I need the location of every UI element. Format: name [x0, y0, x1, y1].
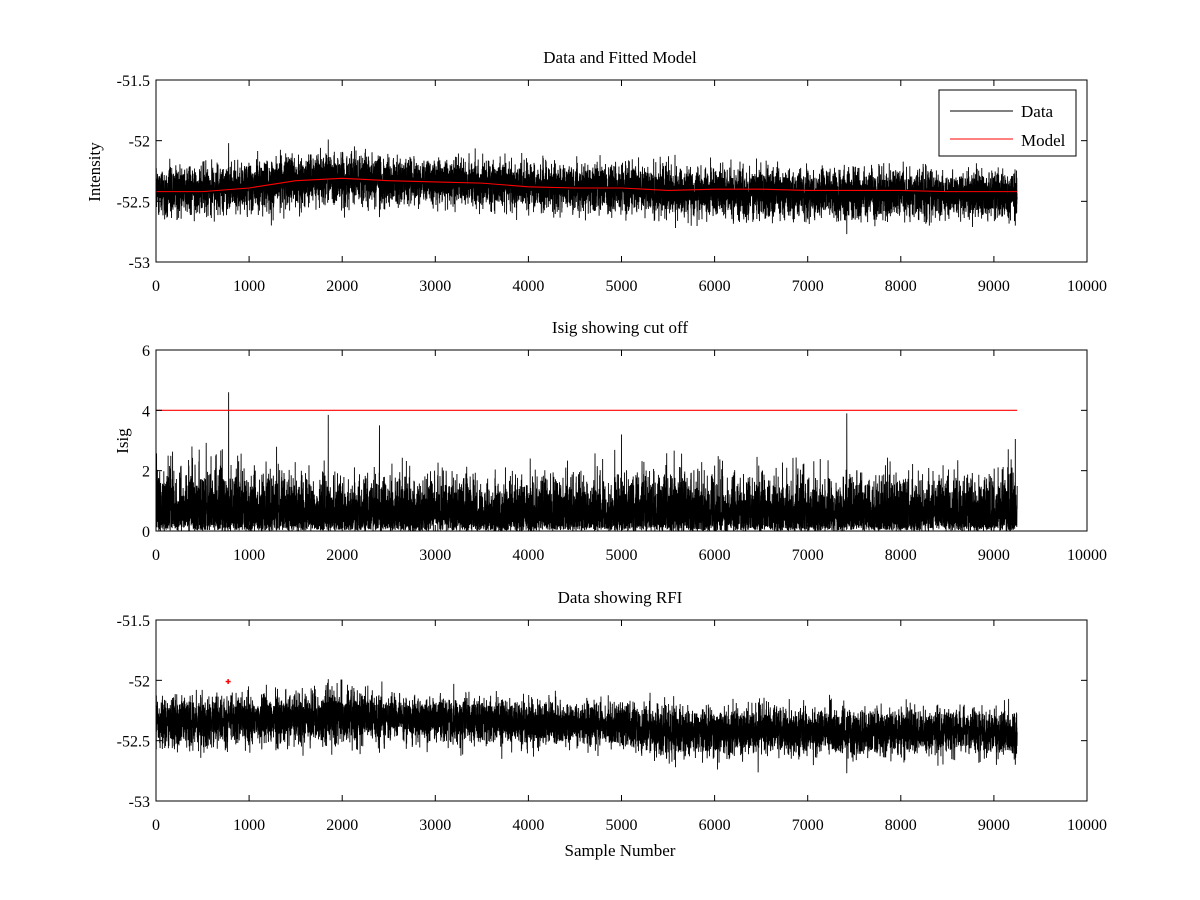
- y-tick-label: -53: [129, 794, 150, 811]
- x-tick-label: 4000: [512, 547, 544, 564]
- x-tick-label: 8000: [885, 547, 917, 564]
- y-tick-label: -51.5: [117, 613, 150, 630]
- x-tick-label: 2000: [326, 278, 358, 295]
- plot-area: [156, 392, 1018, 531]
- x-tick-label: 10000: [1067, 547, 1107, 564]
- x-tick-label: 6000: [699, 817, 731, 834]
- y-tick-label: -52: [129, 673, 150, 690]
- x-tick-label: 0: [152, 547, 160, 564]
- y-axis-label: Intensity: [85, 142, 104, 202]
- x-tick-label: 8000: [885, 817, 917, 834]
- panel-isig-showing-cut-off: Isig showing cut off Isig 0 1000 2000 3000 4…: [113, 318, 1107, 564]
- x-tick-label: 7000: [792, 547, 824, 564]
- legend: Data Model: [938, 89, 1077, 157]
- legend-label-data: Data: [1021, 102, 1054, 121]
- rfi-point: [225, 679, 231, 685]
- axes: 0 1000 2000 3000 4000 5000 6000 7000 8000 9000 100…: [117, 73, 1107, 295]
- y-tick-label: -52: [129, 134, 150, 151]
- x-tick-label: 5000: [606, 547, 638, 564]
- x-tick-label: 5000: [606, 817, 638, 834]
- series-model-line: [156, 177, 1018, 193]
- chart-title: Isig showing cut off: [552, 318, 688, 337]
- x-tick-label: 9000: [978, 547, 1010, 564]
- y-tick-label: 6: [142, 343, 150, 360]
- x-tick-label: 9000: [978, 817, 1010, 834]
- x-tick-label: 7000: [792, 278, 824, 295]
- y-axis-label: Isig: [113, 428, 132, 454]
- x-tick-label: 6000: [699, 278, 731, 295]
- y-tick-label: 0: [142, 524, 150, 541]
- axes: 0 1000 2000 3000 4000 5000 6000 7000 8000 9000 100…: [117, 613, 1107, 834]
- y-tick-label: 4: [142, 403, 150, 420]
- x-tick-label: 3000: [419, 547, 451, 564]
- x-axis-label: Sample Number: [565, 841, 676, 860]
- chart-title: Data showing RFI: [558, 588, 683, 607]
- y-tick-label: -52.5: [117, 194, 150, 211]
- x-tick-label: 2000: [326, 547, 358, 564]
- x-tick-label: 4000: [512, 278, 544, 295]
- x-tick-label: 5000: [606, 278, 638, 295]
- x-tick-label: 10000: [1067, 817, 1107, 834]
- y-tick-label: 2: [142, 464, 150, 481]
- x-tick-label: 9000: [978, 278, 1010, 295]
- x-tick-label: 7000: [792, 817, 824, 834]
- plot-area: [156, 679, 1018, 774]
- chart-title: Data and Fitted Model: [543, 48, 697, 67]
- x-tick-label: 1000: [233, 817, 265, 834]
- y-tick-label: -52.5: [117, 734, 150, 751]
- x-tick-label: 4000: [512, 817, 544, 834]
- x-tick-label: 6000: [699, 547, 731, 564]
- x-tick-label: 10000: [1067, 278, 1107, 295]
- plot-area: [156, 139, 1018, 235]
- x-tick-label: 2000: [326, 817, 358, 834]
- x-tick-label: 1000: [233, 547, 265, 564]
- series-black-line: [156, 679, 1018, 774]
- axes: 0 1000 2000 3000 4000 5000 6000 7000 8000 9000 100…: [142, 343, 1107, 564]
- x-tick-label: 8000: [885, 278, 917, 295]
- y-tick-label: -53: [129, 255, 150, 272]
- x-tick-label: 0: [152, 817, 160, 834]
- series-black-line: [156, 392, 1018, 531]
- panel-data-and-fitted-model: Data and Fitted Model Intensity 0 1000 200…: [85, 48, 1107, 295]
- x-tick-label: 0: [152, 278, 160, 295]
- panel-data-showing-rfi: Data showing RFI 0 1000 2000 3000 4000 5000 60…: [117, 588, 1107, 860]
- y-tick-label: -51.5: [117, 73, 150, 90]
- x-tick-label: 3000: [419, 278, 451, 295]
- series-data-line: [156, 139, 1018, 235]
- x-tick-label: 1000: [233, 278, 265, 295]
- legend-label-model: Model: [1021, 131, 1066, 150]
- x-tick-label: 3000: [419, 817, 451, 834]
- legend-box: [938, 89, 1077, 157]
